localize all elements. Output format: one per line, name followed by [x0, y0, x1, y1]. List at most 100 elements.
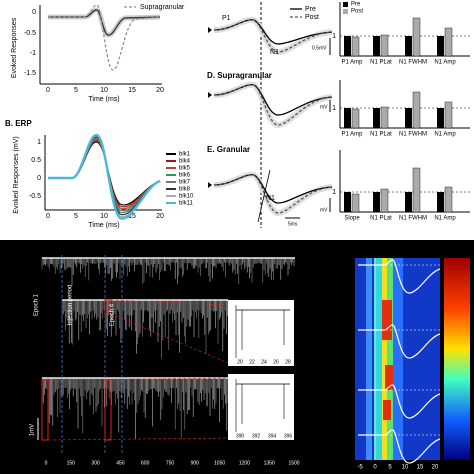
legend-label: Pre: [351, 2, 361, 8]
legend-swatch: [343, 2, 348, 7]
bar: [437, 108, 444, 128]
x-tick-label: N1 PLat: [370, 132, 392, 138]
bar: [437, 192, 444, 212]
curve: [48, 133, 161, 220]
scale-label: 0.5mV: [312, 45, 327, 51]
bar: [351, 193, 360, 213]
curve: [358, 324, 441, 359]
bar: [344, 36, 351, 56]
x-tick-label: 300: [91, 460, 100, 466]
y-tick-label: 0: [37, 175, 41, 182]
inset-tick-label: 392: [252, 433, 261, 439]
y-tick-label: 1: [37, 139, 41, 146]
axis-line: [110, 313, 229, 364]
x-tick-label: -5: [357, 465, 363, 471]
bar: [412, 17, 421, 57]
heatmap-hotspot: [382, 300, 392, 340]
legend-label: blk11: [179, 201, 194, 207]
bar: [412, 167, 421, 213]
bar: [351, 108, 360, 129]
x-tick-label: 1350: [264, 460, 275, 466]
x-tick-label: 5: [74, 213, 78, 220]
stim-marker: [208, 92, 212, 98]
scale-label: 5ms: [288, 221, 298, 227]
legend-label: Post: [305, 14, 319, 21]
y-tick-label: 0: [32, 9, 36, 16]
inset-tick-label: 24: [261, 359, 267, 365]
peak-label: N1: [266, 195, 275, 202]
peak-label: P1: [222, 15, 231, 22]
scale-label: mV: [320, 104, 328, 110]
bar: [444, 186, 453, 213]
epoch-label: Epoch 1: [34, 293, 40, 316]
y-tick-label: 1: [332, 189, 336, 196]
x-tick-label: 20: [156, 213, 164, 220]
axis-line: [257, 169, 271, 223]
bar: [437, 36, 444, 56]
curve: [213, 84, 333, 116]
bar: [373, 108, 380, 128]
x-tick-label: 10: [402, 465, 409, 471]
panel-title: E. Granular: [207, 145, 250, 154]
scale-label: 1mV: [30, 424, 36, 436]
curve: [213, 19, 333, 45]
y-axis-label: Evoked Responses (mV): [13, 136, 20, 213]
heatmap-band: [374, 258, 382, 460]
bar: [351, 36, 360, 57]
inset-tick-label: 20: [237, 359, 243, 365]
x-tick-label: N1 PLat: [370, 216, 392, 222]
axis-line: [110, 299, 229, 306]
curve: [358, 384, 441, 419]
bar: [373, 192, 380, 212]
x-tick-label: 10: [100, 213, 108, 220]
y-tick-label: -1: [30, 50, 36, 57]
x-tick-label: Slope: [344, 216, 360, 222]
legend-label: Supragranular: [140, 4, 185, 11]
y-tick-label: 0.5: [31, 157, 41, 164]
inset: [228, 374, 294, 440]
y-tick-label: -1.5: [24, 70, 36, 77]
legend-label: blk7: [179, 180, 191, 186]
x-tick-label: 450: [116, 460, 125, 466]
x-tick-label: N1 PLat: [370, 60, 392, 66]
bar: [405, 108, 412, 128]
legend-label: blk5: [179, 166, 191, 172]
legend-label: blk1: [179, 152, 191, 158]
x-tick-label: P1 Amp: [341, 132, 363, 138]
inset-tick-label: 22: [249, 359, 255, 365]
curve: [48, 7, 161, 38]
inset-tick-label: 26: [273, 359, 279, 365]
x-tick-label: 0: [46, 87, 50, 94]
x-tick-label: 20: [156, 87, 164, 94]
heatmap-band: [382, 258, 387, 460]
curve: [213, 19, 333, 53]
highlight-box: [104, 379, 112, 441]
scale-label: mV: [320, 207, 328, 213]
axis-line: [47, 377, 229, 381]
x-tick-label: 1050: [214, 460, 225, 466]
heatmap-hotspot: [383, 400, 391, 420]
panel-title: B. ERP: [5, 119, 32, 128]
inset-tick-label: 396: [284, 433, 293, 439]
colorbar: [444, 258, 470, 460]
inset: [228, 300, 294, 366]
panel-title: D. Supragranular: [207, 71, 272, 80]
x-tick-label: 900: [191, 460, 200, 466]
y-tick-label: -0.5: [24, 30, 36, 37]
bar: [380, 34, 389, 57]
heatmap-band: [393, 258, 403, 460]
y-tick-label: 1: [332, 33, 336, 40]
x-tick-label: 15: [128, 87, 136, 94]
y-axis-label: Evoked Responses: [11, 17, 18, 78]
highlight-box: [104, 299, 112, 315]
legend-label: Post: [351, 9, 363, 15]
bar: [380, 106, 389, 129]
x-tick-label: N1 Amp: [434, 60, 456, 66]
y-tick-label: 1: [332, 105, 336, 112]
bar: [373, 36, 380, 56]
x-tick-label: 1200: [239, 460, 250, 466]
epoch-label: Epoch 4: [110, 303, 116, 326]
inset-tick-label: 390: [236, 433, 245, 439]
bar: [344, 108, 351, 128]
